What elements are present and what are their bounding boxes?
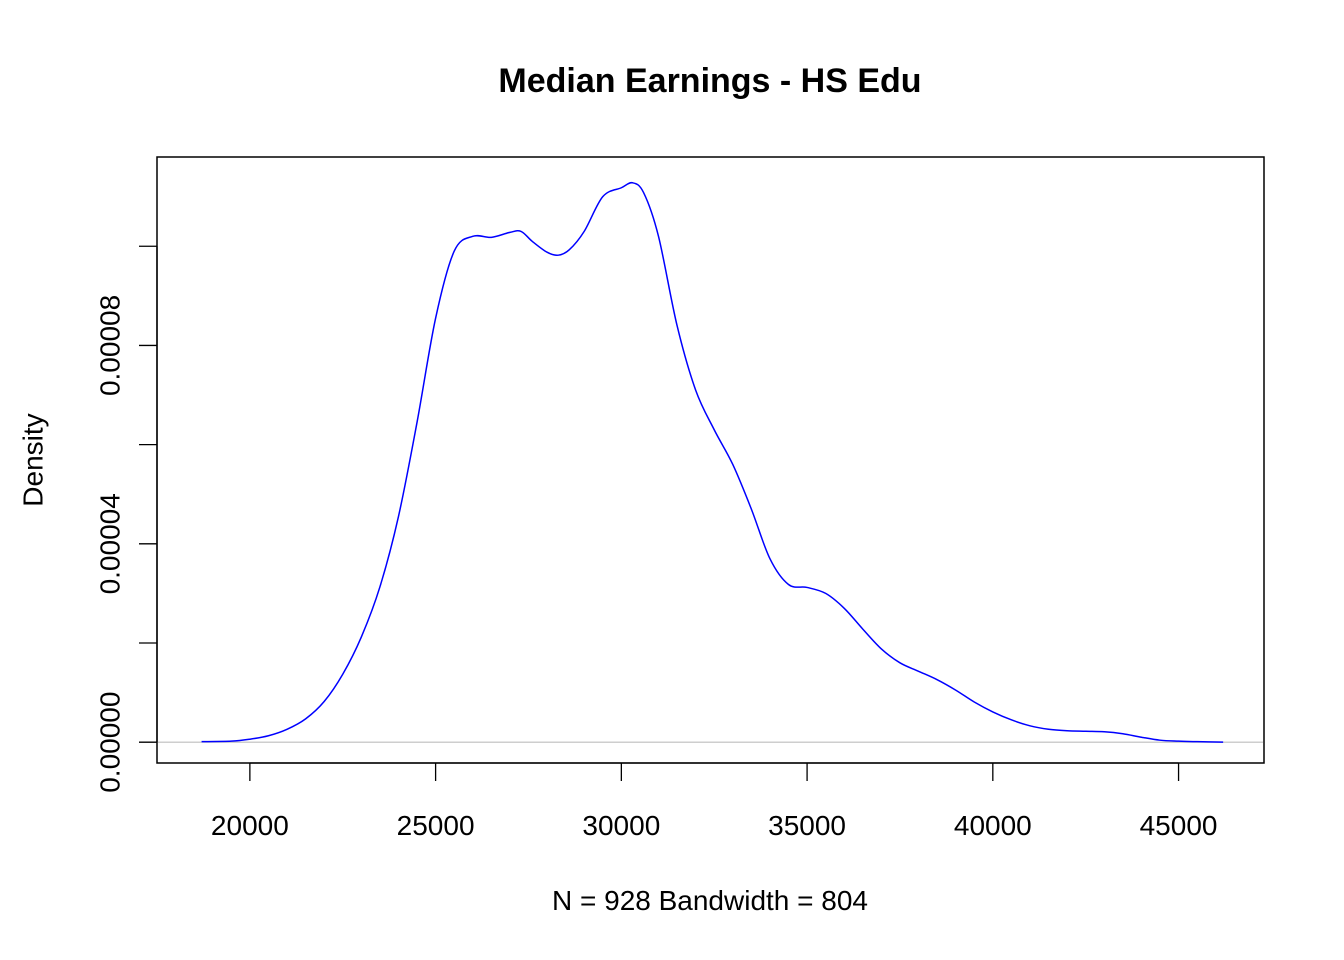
y-tick-label: 0.00000 [94, 692, 125, 793]
x-tick-label: 45000 [1140, 810, 1218, 841]
x-tick-label: 40000 [954, 810, 1032, 841]
chart-title: Median Earnings - HS Edu [498, 62, 921, 100]
y-axis: 0.00000 0.00004 0.00008 [94, 245, 158, 793]
x-axis: 20000 25000 30000 35000 40000 45000 [211, 762, 1218, 841]
plot-frame [156, 156, 1265, 764]
y-axis-label: Density [17, 413, 48, 506]
x-tick-label: 20000 [211, 810, 289, 841]
x-axis-label: N = 928 Bandwidth = 804 [552, 885, 868, 916]
x-tick-label: 35000 [768, 810, 846, 841]
density-curve [201, 181, 1224, 743]
y-tick-label: 0.00008 [94, 295, 125, 396]
y-tick-label: 0.00004 [94, 493, 125, 594]
x-tick-label: 25000 [397, 810, 475, 841]
x-tick-label: 30000 [582, 810, 660, 841]
